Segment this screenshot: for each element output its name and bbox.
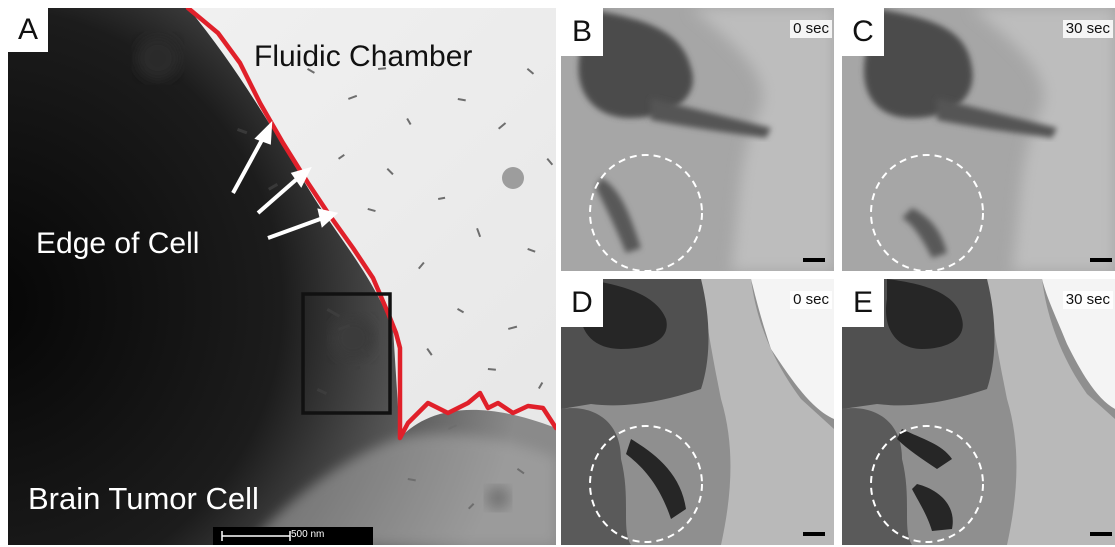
arrow-head [290,166,312,188]
darkest-region [886,279,963,349]
arrow-head [254,120,273,145]
scale-bar [803,258,825,262]
particle-cluster [486,486,510,510]
panel-b: B 0 sec [561,8,834,271]
panel-c-letter: C [842,8,884,56]
panel-c: C 30 sec [842,8,1115,271]
panel-c-micrograph [842,8,1115,271]
roi-box [301,292,392,415]
panel-a-micrograph [8,8,556,545]
roi-circle [589,154,703,271]
cell-lower-halo [248,434,556,545]
darkest-region [912,484,953,531]
scale-bar-label: 500 nm [291,529,325,540]
scale-bar [1090,258,1112,262]
panel-b-time: 0 sec [790,20,832,38]
darkest-region [897,429,952,469]
edge-clusters [236,128,370,395]
edge-of-cell-label: Edge of Cell [36,227,200,260]
light-region [701,279,834,545]
panel-e-time: 30 sec [1062,291,1113,309]
arrow-head [317,208,339,228]
panel-d: D 0 sec [561,279,834,545]
arrow [267,216,324,240]
cell-edge-line [185,8,556,441]
scale-bar [803,532,825,536]
scale-bar [1090,532,1112,536]
brain-tumor-cell-label: Brain Tumor Cell [28,481,259,516]
panel-c-time: 30 sec [1062,20,1113,38]
scale-bar-background [213,527,373,545]
panel-d-time: 0 sec [790,291,832,309]
particle-chain [937,98,1057,138]
darkest-region [626,439,686,519]
vesicle [136,36,180,80]
particle-chain [651,98,771,138]
lighter-region [691,8,834,271]
roi-circle [870,154,984,271]
edge-arrows [231,120,339,240]
panel-a: A Fluidic Chamber Edge of Cell Brain Tum… [8,8,556,545]
roi-circle [870,425,984,543]
panel-d-letter: D [561,279,603,327]
panel-b-letter: B [561,8,603,56]
cell-body [8,8,556,545]
roi-circle [589,425,703,543]
panel-a-letter: A [8,8,48,52]
nanoparticles [307,67,554,510]
panel-b-micrograph [561,8,834,271]
fluidic-chamber-label: Fluidic Chamber [254,40,473,73]
panel-e-letter: E [842,279,884,327]
dark-region [842,408,912,545]
particle-aggregate [578,8,693,118]
bright-region [1042,279,1115,409]
panel-e: E 30 sec [842,279,1115,545]
particle-cluster [902,208,947,258]
bright-region [751,279,834,419]
vesicle [331,316,375,360]
dark-region [561,408,631,545]
arrow [256,176,300,215]
lighter-region [972,8,1115,271]
light-region [987,279,1115,545]
particle-cluster [502,167,524,189]
particle-cluster [596,178,641,253]
particle-aggregate [864,8,973,118]
arrow [231,137,265,194]
